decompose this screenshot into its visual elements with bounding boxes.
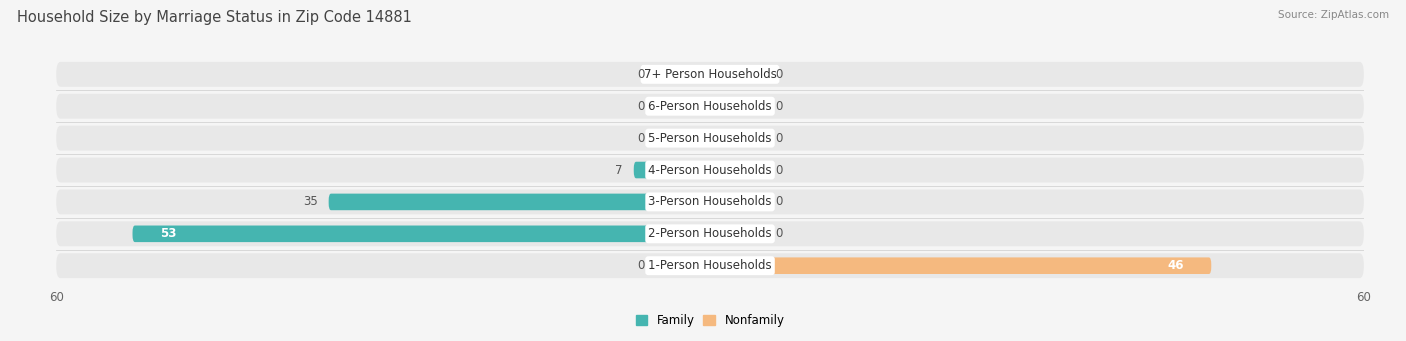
FancyBboxPatch shape xyxy=(655,66,710,83)
FancyBboxPatch shape xyxy=(56,190,1364,214)
FancyBboxPatch shape xyxy=(710,225,765,242)
Text: 0: 0 xyxy=(776,132,783,145)
FancyBboxPatch shape xyxy=(710,98,765,115)
Text: Source: ZipAtlas.com: Source: ZipAtlas.com xyxy=(1278,10,1389,20)
Text: 0: 0 xyxy=(776,227,783,240)
Text: 7: 7 xyxy=(616,164,623,177)
FancyBboxPatch shape xyxy=(56,253,1364,278)
Text: 5-Person Households: 5-Person Households xyxy=(648,132,772,145)
Text: 4-Person Households: 4-Person Households xyxy=(648,164,772,177)
Text: 46: 46 xyxy=(1167,259,1184,272)
FancyBboxPatch shape xyxy=(132,225,710,242)
Text: 0: 0 xyxy=(776,164,783,177)
FancyBboxPatch shape xyxy=(710,194,765,210)
Text: 0: 0 xyxy=(637,132,644,145)
FancyBboxPatch shape xyxy=(56,62,1364,87)
Text: 2-Person Households: 2-Person Households xyxy=(648,227,772,240)
Text: 0: 0 xyxy=(776,195,783,208)
Text: Household Size by Marriage Status in Zip Code 14881: Household Size by Marriage Status in Zip… xyxy=(17,10,412,25)
FancyBboxPatch shape xyxy=(634,162,710,178)
Legend: Family, Nonfamily: Family, Nonfamily xyxy=(631,309,789,331)
FancyBboxPatch shape xyxy=(56,221,1364,246)
Text: 7+ Person Households: 7+ Person Households xyxy=(644,68,776,81)
FancyBboxPatch shape xyxy=(655,257,710,274)
Text: 6-Person Households: 6-Person Households xyxy=(648,100,772,113)
Text: 3-Person Households: 3-Person Households xyxy=(648,195,772,208)
FancyBboxPatch shape xyxy=(655,130,710,146)
FancyBboxPatch shape xyxy=(710,162,765,178)
FancyBboxPatch shape xyxy=(329,194,710,210)
Text: 0: 0 xyxy=(776,100,783,113)
Text: 53: 53 xyxy=(160,227,176,240)
FancyBboxPatch shape xyxy=(710,257,1212,274)
FancyBboxPatch shape xyxy=(710,130,765,146)
FancyBboxPatch shape xyxy=(56,158,1364,182)
Text: 0: 0 xyxy=(637,259,644,272)
FancyBboxPatch shape xyxy=(710,66,765,83)
Text: 35: 35 xyxy=(304,195,318,208)
FancyBboxPatch shape xyxy=(56,126,1364,151)
Text: 0: 0 xyxy=(637,100,644,113)
FancyBboxPatch shape xyxy=(655,98,710,115)
Text: 1-Person Households: 1-Person Households xyxy=(648,259,772,272)
Text: 0: 0 xyxy=(637,68,644,81)
FancyBboxPatch shape xyxy=(56,94,1364,119)
Text: 0: 0 xyxy=(776,68,783,81)
